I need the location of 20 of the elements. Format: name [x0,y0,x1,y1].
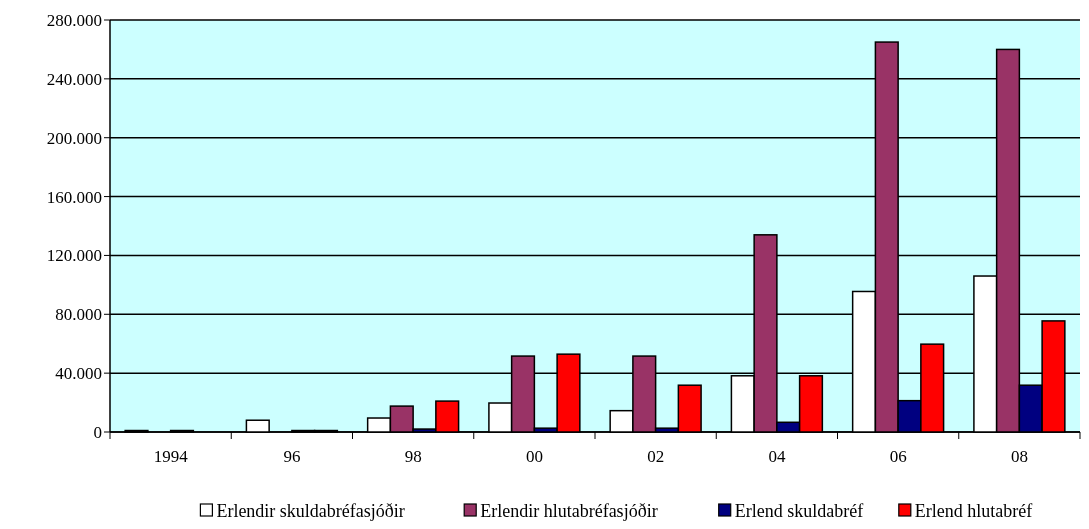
x-tick-label: 02 [647,447,665,466]
y-tick-label: 0 [93,422,102,442]
legend-label: Erlend hlutabréf [914,501,1033,521]
x-tick-label: 1994 [153,447,189,466]
x-tick-label: 04 [768,447,786,466]
legend-label: Erlendir skuldabréfasjóðir [216,501,405,521]
x-tick-label: 00 [525,447,543,466]
y-tick-label: 120.000 [46,246,102,266]
x-tick-label: 06 [889,447,907,466]
legend-label: Erlendir hlutabréfasjóðir [480,501,658,521]
y-tick-label: 280.000 [46,10,102,30]
y-tick-label: 40.000 [55,364,102,384]
x-tick-label: 96 [283,447,301,466]
x-tick-label: 98 [404,447,422,466]
legend-label: Erlend skuldabréf [734,501,864,521]
y-tick-label: 80.000 [55,305,102,325]
y-tick-label: 240.000 [46,69,102,89]
y-tick-label: 160.000 [46,187,102,207]
y-tick-label: 200.000 [46,128,102,148]
x-tick-label: 08 [1010,447,1028,466]
